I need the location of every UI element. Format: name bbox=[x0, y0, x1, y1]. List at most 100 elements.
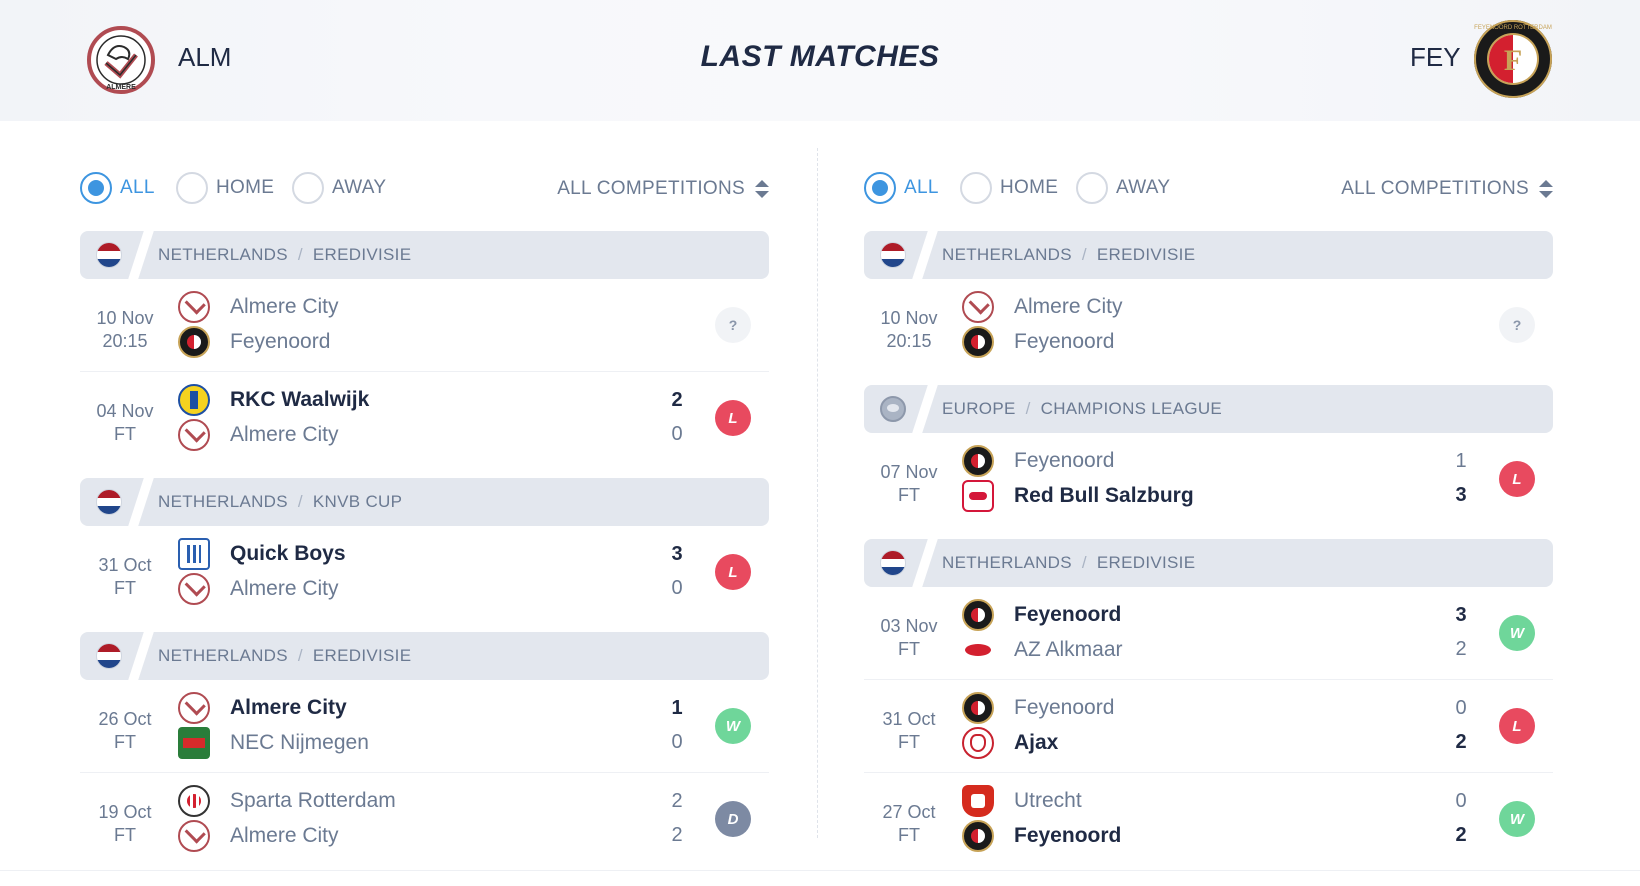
team-2: Red Bull Salzburg bbox=[962, 479, 1194, 513]
competition-select[interactable]: ALL COMPETITIONS bbox=[557, 178, 769, 200]
rkc-crest-icon bbox=[178, 384, 210, 416]
league-header[interactable]: NETHERLANDS / EREDIVISIE bbox=[80, 632, 769, 680]
team-2-score: 0 bbox=[671, 731, 683, 753]
league-flag bbox=[864, 385, 922, 433]
match-row[interactable]: 10 Nov 20:15 Almere City Feyenoord? bbox=[864, 279, 1553, 372]
match-date: 19 Oct FT bbox=[80, 801, 170, 847]
match-row[interactable]: 31 Oct FT Feyenoord 0 Ajax 2 L bbox=[864, 680, 1553, 773]
result-badge: D bbox=[715, 801, 751, 837]
league-name[interactable]: EREDIVISIE bbox=[312, 646, 412, 665]
home-team-code: ALM bbox=[178, 42, 232, 72]
match-row[interactable]: 07 Nov FT Feyenoord 1 Red Bull Salzburg 3 L bbox=[864, 433, 1553, 526]
country-name[interactable]: NETHERLANDS bbox=[158, 492, 288, 511]
league-breadcrumb: EUROPE / CHAMPIONS LEAGUE bbox=[942, 399, 1222, 419]
competition-select[interactable]: ALL COMPETITIONS bbox=[1341, 178, 1553, 200]
svg-text:F: F bbox=[1504, 44, 1522, 77]
filter-all-radio[interactable]: ALL bbox=[864, 172, 939, 204]
league-flag bbox=[80, 632, 138, 680]
match-status: FT bbox=[114, 424, 136, 444]
result-badge: W bbox=[1499, 615, 1535, 651]
team-2-score: 2 bbox=[1455, 638, 1467, 660]
team-1: Utrecht bbox=[962, 784, 1082, 818]
az-crest-icon bbox=[962, 634, 994, 666]
alm-crest-icon bbox=[178, 573, 210, 605]
radio-circle-icon[interactable] bbox=[864, 172, 896, 204]
team-1: Almere City bbox=[178, 290, 339, 324]
radio-circle-icon[interactable] bbox=[80, 172, 112, 204]
team-1-score: 3 bbox=[1455, 604, 1467, 626]
team-2-name: Almere City bbox=[230, 577, 339, 600]
team-2-score: 0 bbox=[671, 577, 683, 599]
league-name[interactable]: EREDIVISIE bbox=[1096, 553, 1196, 572]
competition-select-label: ALL COMPETITIONS bbox=[1341, 178, 1529, 199]
radio-circle-icon[interactable] bbox=[292, 172, 324, 204]
filter-away-radio[interactable]: AWAY bbox=[1076, 172, 1170, 204]
match-status: FT bbox=[898, 825, 920, 845]
league-name[interactable]: CHAMPIONS LEAGUE bbox=[1040, 399, 1223, 418]
country-name[interactable]: NETHERLANDS bbox=[158, 245, 288, 264]
team-1-name: Almere City bbox=[1014, 295, 1123, 318]
match-row[interactable]: 27 Oct FT Utrecht 0 Feyenoord 2 W bbox=[864, 773, 1553, 866]
league-name[interactable]: EREDIVISIE bbox=[312, 245, 412, 264]
filter-home-label: HOME bbox=[216, 177, 275, 198]
breadcrumb-separator: / bbox=[1025, 399, 1031, 418]
filter-home-radio[interactable]: HOME bbox=[960, 172, 1058, 204]
filter-home-label: HOME bbox=[1000, 177, 1059, 198]
team-1-name: Almere City bbox=[230, 696, 347, 719]
league-breadcrumb: NETHERLANDS / EREDIVISIE bbox=[942, 245, 1195, 265]
match-row[interactable]: 19 Oct FT Sparta Rotterdam 2 Almere City 2 D bbox=[80, 773, 769, 866]
europe-globe-icon bbox=[880, 396, 906, 422]
match-date: 26 Oct FT bbox=[80, 708, 170, 754]
radio-circle-icon[interactable] bbox=[1076, 172, 1108, 204]
alm-crest-icon bbox=[178, 291, 210, 323]
match-date: 27 Oct FT bbox=[864, 801, 954, 847]
country-name[interactable]: NETHERLANDS bbox=[942, 245, 1072, 264]
match-date: 10 Nov 20:15 bbox=[80, 307, 170, 353]
team-2-name: Feyenoord bbox=[1014, 824, 1122, 847]
alm-crest-icon bbox=[962, 291, 994, 323]
radio-circle-icon[interactable] bbox=[176, 172, 208, 204]
league-header[interactable]: NETHERLANDS / EREDIVISIE bbox=[864, 539, 1553, 587]
filter-all-radio[interactable]: ALL bbox=[80, 172, 155, 204]
country-name[interactable]: NETHERLANDS bbox=[158, 646, 288, 665]
filter-home-radio[interactable]: HOME bbox=[176, 172, 274, 204]
match-row[interactable]: 26 Oct FT Almere City 1 NEC Nijmegen 0 W bbox=[80, 680, 769, 773]
feyenoord-crest-icon[interactable]: F FEYENOORD ROTTERDAM bbox=[1472, 18, 1554, 100]
sort-arrows-icon bbox=[1539, 180, 1553, 198]
team-2-name: Red Bull Salzburg bbox=[1014, 484, 1194, 507]
league-name[interactable]: EREDIVISIE bbox=[1096, 245, 1196, 264]
ajx-crest-icon bbox=[962, 727, 994, 759]
league-header[interactable]: NETHERLANDS / EREDIVISIE bbox=[80, 231, 769, 279]
team-1-score: 2 bbox=[671, 790, 683, 812]
match-status: 20:15 bbox=[886, 331, 932, 351]
almere-city-crest-icon[interactable]: ALMERE bbox=[86, 25, 156, 95]
rbs-crest-icon bbox=[962, 480, 994, 512]
match-status: FT bbox=[898, 485, 920, 505]
breadcrumb-separator: / bbox=[1081, 245, 1087, 264]
team-1-score: 0 bbox=[1455, 790, 1467, 812]
league-header[interactable]: NETHERLANDS / EREDIVISIE bbox=[864, 231, 1553, 279]
league-header[interactable]: EUROPE / CHAMPIONS LEAGUE bbox=[864, 385, 1553, 433]
footer-divider bbox=[0, 870, 1640, 871]
match-row[interactable]: 04 Nov FT RKC Waalwijk 2 Almere City 0 L bbox=[80, 372, 769, 465]
match-day: 31 Oct bbox=[98, 555, 152, 575]
league-name[interactable]: KNVB CUP bbox=[312, 492, 403, 511]
competition-select-label: ALL COMPETITIONS bbox=[557, 178, 745, 199]
match-row[interactable]: 10 Nov 20:15 Almere City Feyenoord? bbox=[80, 279, 769, 372]
result-badge: W bbox=[715, 708, 751, 744]
match-row[interactable]: 03 Nov FT Feyenoord 3 AZ Alkmaar 2 W bbox=[864, 587, 1553, 680]
match-row[interactable]: 31 Oct FT Quick Boys 3 Almere City 0 L bbox=[80, 526, 769, 619]
filter-away-radio[interactable]: AWAY bbox=[292, 172, 386, 204]
league-flag bbox=[864, 539, 922, 587]
team-2-name: Almere City bbox=[230, 423, 339, 446]
radio-circle-icon[interactable] bbox=[960, 172, 992, 204]
team-2: Feyenoord bbox=[178, 325, 330, 359]
league-header[interactable]: NETHERLANDS / KNVB CUP bbox=[80, 478, 769, 526]
country-name[interactable]: NETHERLANDS bbox=[942, 553, 1072, 572]
match-date: 31 Oct FT bbox=[864, 708, 954, 754]
team-2-score: 2 bbox=[1455, 731, 1467, 753]
match-date: 03 Nov FT bbox=[864, 615, 954, 661]
away-team-panel: ALL HOME AWAY ALL COMPETITIONS NETHERLANDS / E… bbox=[864, 160, 1553, 866]
country-name[interactable]: EUROPE bbox=[942, 399, 1016, 418]
match-status: FT bbox=[114, 578, 136, 598]
